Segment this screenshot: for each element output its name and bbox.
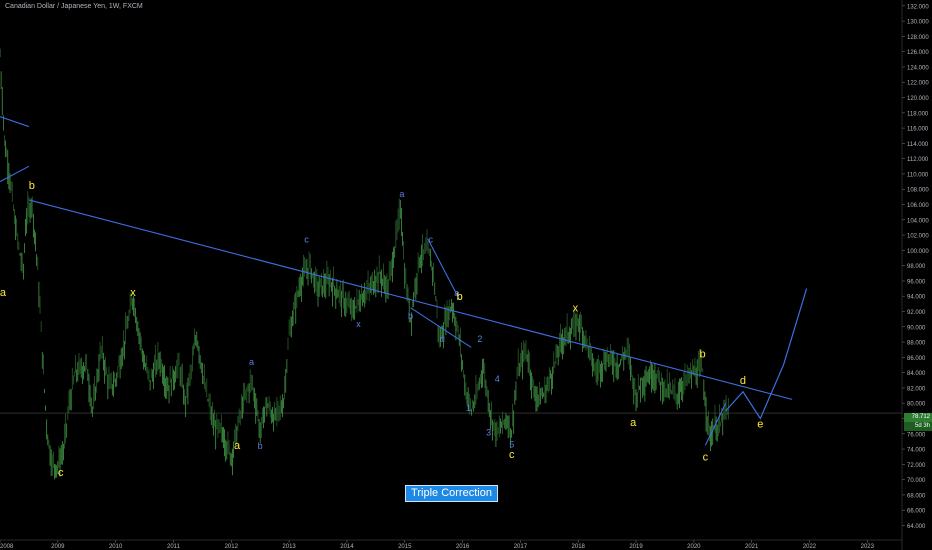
x-tick-label: 2008: [0, 544, 14, 550]
y-tick-label: 122.000: [907, 81, 929, 87]
wave-label: b: [699, 348, 705, 360]
wave-label: b: [457, 291, 463, 303]
wave-label: 3: [486, 427, 491, 437]
wave-label: a: [399, 189, 404, 199]
wave-label: x: [356, 319, 361, 329]
wave-label: c: [429, 235, 434, 245]
y-tick-label: 104.000: [907, 218, 929, 224]
y-tick-label: 94.000: [907, 295, 926, 301]
y-tick-label: 70.000: [907, 478, 926, 484]
y-tick-label: 64.000: [907, 524, 926, 530]
x-tick-label: 2013: [282, 544, 296, 550]
y-tick-label: 110.000: [907, 172, 929, 178]
wave-label: c: [58, 467, 64, 479]
trendline: [0, 165, 30, 183]
projection-line: [725, 288, 808, 420]
wave-label: b: [29, 180, 35, 192]
x-tick-label: 2019: [629, 544, 643, 550]
y-tick-label: 130.000: [907, 20, 929, 26]
y-tick-label: 72.000: [907, 463, 926, 469]
x-tick-label: 2018: [572, 544, 586, 550]
wave-label: x: [573, 303, 579, 315]
wave-label: d: [440, 334, 445, 344]
wave-label: a: [454, 288, 459, 298]
trendline: [427, 238, 461, 301]
y-tick-label: 86.000: [907, 356, 926, 362]
y-tick-label: 126.000: [907, 50, 929, 56]
y-tick-label: 102.000: [907, 234, 929, 240]
wave-label: b: [408, 311, 413, 321]
x-tick-label: 2012: [225, 544, 239, 550]
wave-label: e: [757, 419, 763, 431]
x-tick-label: 2015: [398, 544, 412, 550]
wave-label: a: [630, 417, 637, 429]
y-tick-label: 90.000: [907, 325, 926, 331]
wave-label: c: [703, 452, 709, 464]
x-tick-label: 2023: [861, 544, 875, 550]
y-tick-label: 76.000: [907, 432, 926, 438]
y-tick-label: 68.000: [907, 493, 926, 499]
y-tick-label: 74.000: [907, 448, 926, 454]
wave-label: a: [234, 440, 241, 452]
y-tick-label: 114.000: [907, 142, 929, 148]
wave-label: 4: [495, 374, 500, 384]
y-tick-label: 106.000: [907, 203, 929, 209]
time-axis[interactable]: 2008 2009 2010 2011 2012 2013 2014 2015 2016 2017…: [0, 539, 902, 550]
trendline: [0, 116, 30, 128]
x-tick-label: 2011: [167, 544, 181, 550]
y-tick-label: 112.000: [907, 157, 929, 163]
y-tick-label: 84.000: [907, 371, 926, 377]
x-tick-label: 2009: [51, 544, 65, 550]
wave-label: a: [0, 287, 7, 299]
y-tick-label: 124.000: [907, 65, 929, 71]
x-tick-label: 2010: [109, 544, 123, 550]
wave-label: b: [258, 441, 263, 451]
y-tick-label: 116.000: [907, 127, 929, 133]
y-tick-label: 118.000: [907, 111, 929, 117]
y-tick-label: 120.000: [907, 96, 929, 102]
trendline: [704, 402, 727, 446]
wave-label: c: [304, 235, 309, 245]
projection-path[interactable]: [725, 288, 808, 420]
bar-countdown-tag: 5d 3h: [904, 422, 932, 431]
wave-label: c: [509, 449, 515, 461]
x-tick-label: 2020: [687, 544, 701, 550]
x-tick-label: 2016: [456, 544, 470, 550]
y-tick-label: 128.000: [907, 35, 929, 41]
price-axis[interactable]: 132.000 130.000 128.000 126.000 124.000 122.0…: [901, 0, 929, 550]
x-tick-label: 2014: [340, 544, 354, 550]
wave-label: d: [740, 375, 746, 387]
y-tick-label: 108.000: [907, 188, 929, 194]
last-price-tag: 78.712: [904, 413, 932, 422]
x-tick-label: 2022: [803, 544, 817, 550]
y-tick-label: 82.000: [907, 386, 926, 392]
y-tick-label: 96.000: [907, 279, 926, 285]
wave-label: a: [249, 357, 254, 367]
y-tick-label: 98.000: [907, 264, 926, 270]
trendlines[interactable]: [0, 116, 793, 446]
y-tick-label: 66.000: [907, 509, 926, 515]
y-tick-label: 92.000: [907, 310, 926, 316]
trendline: [28, 199, 793, 400]
y-tick-label: 132.000: [907, 4, 929, 10]
wave-label: 5: [509, 440, 514, 450]
y-tick-label: 100.000: [907, 249, 929, 255]
price-series: [0, 48, 729, 480]
chart-title: Canadian Dollar / Japanese Yen, 1W, FXCM: [5, 3, 143, 10]
wave-label: x: [130, 287, 136, 299]
y-tick-label: 88.000: [907, 341, 926, 347]
x-tick-label: 2017: [514, 544, 528, 550]
wave-label: 1: [466, 403, 471, 413]
triple-correction-note[interactable]: Triple Correction: [405, 485, 498, 502]
wave-label: 2: [477, 334, 482, 344]
y-tick-label: 80.000: [907, 402, 926, 408]
trendline: [410, 307, 472, 348]
x-tick-label: 2021: [745, 544, 759, 550]
